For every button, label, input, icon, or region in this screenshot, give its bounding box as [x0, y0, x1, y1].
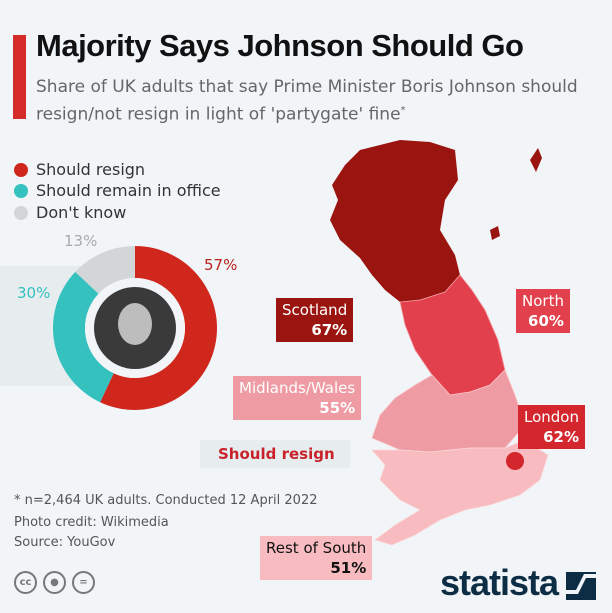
person-attribution-icon[interactable]: ●	[43, 571, 66, 594]
subtitle-footnote-mark: *	[400, 105, 406, 116]
chart-title: Majority Says Johnson Should Go	[36, 28, 524, 63]
region-label-north: North 60%	[516, 289, 570, 333]
cc-icon[interactable]: cc	[14, 571, 37, 594]
map-region-scotland	[330, 140, 460, 302]
donut-slice	[52, 271, 114, 403]
region-label-rest-of-south: Rest of South 51%	[260, 536, 373, 580]
map-region-rest-of-south	[371, 439, 549, 546]
legend-item-dont-know: Don't know	[14, 203, 126, 222]
region-value: 67%	[311, 321, 348, 339]
legend-swatch	[14, 162, 28, 177]
photo-credit: Photo credit: Wikimedia	[14, 515, 169, 530]
legend-item-resign: Should resign	[14, 160, 145, 179]
map-title: Should resign	[218, 445, 335, 463]
legend-swatch	[14, 183, 28, 198]
region-value: 62%	[543, 428, 579, 446]
portrait-face	[118, 303, 152, 345]
statista-logo-mark-icon	[566, 572, 596, 600]
region-name: Midlands/Wales	[239, 379, 356, 397]
legend-label: Should remain in office	[36, 181, 221, 200]
region-label-london: London 62%	[518, 405, 585, 449]
legend-label: Don't know	[36, 203, 127, 222]
region-name: North	[522, 292, 564, 310]
map-region-london	[506, 452, 524, 470]
chart-subtitle: Share of UK adults that say Prime Minist…	[36, 76, 606, 127]
source: Source: YouGov	[14, 535, 116, 550]
legend-item-remain: Should remain in office	[14, 181, 221, 200]
label-remain: 30%	[17, 284, 51, 302]
donut-slice	[100, 246, 218, 410]
region-label-midlands-wales: Midlands/Wales 55%	[233, 376, 362, 420]
region-label-scotland: Scotland 67%	[276, 298, 354, 342]
legend-label: Should resign	[36, 160, 146, 179]
footnote-sample: * n=2,464 UK adults. Conducted 12 April …	[14, 493, 318, 508]
license-icons: cc ● =	[14, 571, 95, 594]
donut-slice	[75, 246, 135, 294]
subtitle-text: Share of UK adults that say Prime Minist…	[36, 77, 578, 125]
region-name: Rest of South	[266, 539, 367, 557]
region-value: 51%	[330, 559, 367, 577]
title-accent-bar	[13, 35, 26, 119]
label-dont-know: 13%	[64, 232, 98, 250]
label-resign: 57%	[204, 256, 238, 274]
region-name: London	[524, 408, 579, 426]
region-value: 60%	[528, 312, 564, 330]
no-derivatives-icon[interactable]: =	[72, 571, 95, 594]
statista-logo[interactable]: statista	[440, 562, 559, 603]
region-value: 55%	[319, 399, 356, 417]
legend-swatch	[14, 205, 28, 220]
region-name: Scotland	[282, 301, 348, 319]
map-title-backdrop	[200, 440, 350, 468]
map-islands	[490, 148, 542, 240]
